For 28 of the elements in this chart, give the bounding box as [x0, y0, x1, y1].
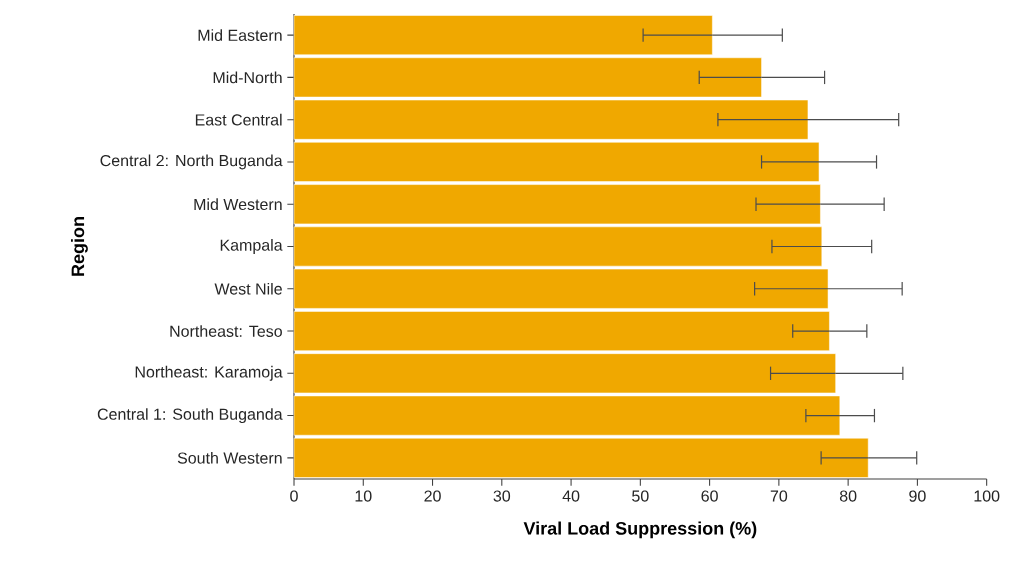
x-axis-title: Viral Load Suppression (%)	[523, 521, 757, 539]
y-tick-label: Mid Eastern	[198, 29, 282, 41]
y-tick-label: Northeast: Karamoja	[135, 365, 283, 381]
bar	[293, 311, 830, 351]
x-tick-label: 70	[770, 490, 788, 502]
bar	[293, 15, 713, 56]
x-tick-label: 50	[632, 490, 649, 502]
y-tick-label: Central 2: North Buganda	[100, 154, 283, 170]
y-tick-label: Kampala	[220, 239, 283, 254]
y-tick-label: West Nile	[214, 282, 282, 295]
y-tick-label: East Central	[195, 113, 282, 126]
x-tick-label: 90	[909, 490, 926, 502]
x-tick-label: 20	[424, 490, 441, 502]
x-tick-label: 40	[562, 490, 580, 502]
y-tick-label: Northeast: Teso	[170, 325, 282, 337]
bar	[293, 142, 820, 182]
bar	[293, 437, 869, 478]
y-tick-label: Mid Western	[194, 198, 282, 211]
x-tick-label: 30	[493, 490, 511, 502]
y-tick-label: Central 1: South Buganda	[97, 408, 283, 424]
x-tick-label: 100	[974, 490, 1000, 502]
x-tick-label: 10	[355, 490, 372, 502]
y-tick-label: South Western	[177, 451, 282, 464]
x-tick-label: 80	[839, 490, 857, 502]
x-tick-label: 60	[701, 490, 718, 502]
x-tick-label: 0	[290, 490, 298, 502]
y-axis-title: Region	[71, 217, 88, 276]
y-tick-label: Mid-North	[213, 71, 282, 84]
